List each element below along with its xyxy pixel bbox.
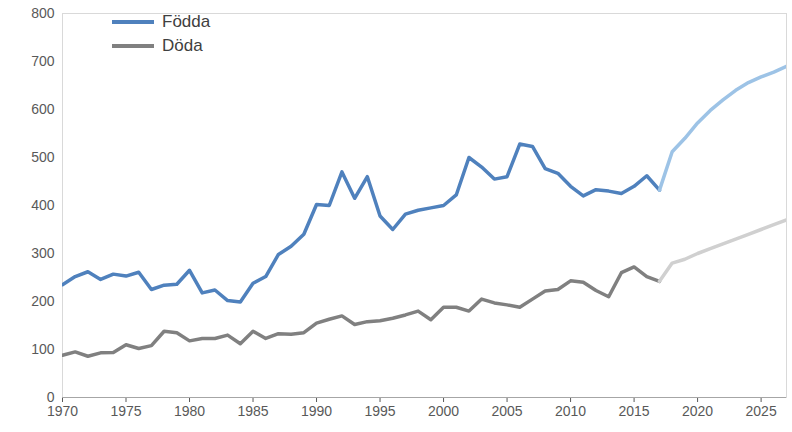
svg-text:1990: 1990	[301, 403, 332, 419]
svg-text:2025: 2025	[746, 403, 777, 419]
html-text:Döda: Döda	[162, 36, 203, 55]
svg-text:100: 100	[31, 341, 55, 357]
svg-text:300: 300	[31, 245, 55, 261]
svg-text:1985: 1985	[237, 403, 268, 419]
svg-text:700: 700	[31, 53, 55, 69]
svg-text:800: 800	[31, 5, 55, 21]
svg-text:2010: 2010	[555, 403, 586, 419]
svg-text:600: 600	[31, 101, 55, 117]
svg-text:400: 400	[31, 197, 55, 213]
svg-text:200: 200	[31, 293, 55, 309]
svg-text:0: 0	[46, 389, 55, 405]
svg-text:2015: 2015	[619, 403, 650, 419]
html-text:Födda: Födda	[162, 12, 211, 31]
svg-text:500: 500	[31, 149, 55, 165]
svg-text:2000: 2000	[428, 403, 459, 419]
svg-text:2020: 2020	[682, 403, 713, 419]
svg-text:1980: 1980	[174, 403, 205, 419]
svg-text:1995: 1995	[364, 403, 395, 419]
svg-text:1975: 1975	[110, 403, 141, 419]
svg-text:1970: 1970	[47, 403, 78, 419]
svg-text:2005: 2005	[491, 403, 522, 419]
